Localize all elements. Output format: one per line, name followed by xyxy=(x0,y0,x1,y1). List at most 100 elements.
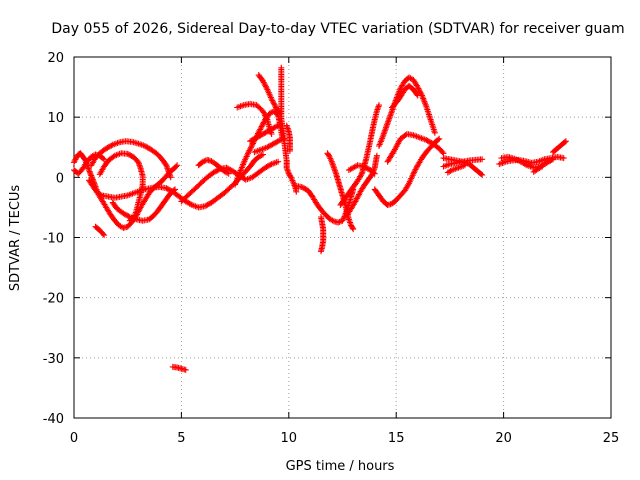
data-point xyxy=(425,138,432,145)
x-tick-label: 10 xyxy=(281,431,298,446)
data-point xyxy=(97,191,104,198)
data-point xyxy=(248,137,255,144)
data-point xyxy=(252,135,259,142)
data-point xyxy=(275,137,282,144)
data-point xyxy=(478,171,484,177)
data-point xyxy=(262,112,269,119)
data-point xyxy=(335,219,342,226)
y-axis-label: SDTVAR / TECUs xyxy=(8,185,23,292)
data-point xyxy=(340,216,347,223)
data-point xyxy=(355,192,362,199)
data-point xyxy=(414,92,421,99)
data-point xyxy=(248,143,255,150)
data-point xyxy=(245,150,251,157)
data-point xyxy=(415,85,422,92)
data-point xyxy=(123,211,129,218)
data-point xyxy=(431,129,438,136)
data-point xyxy=(143,143,150,150)
data-point xyxy=(439,149,446,156)
data-point xyxy=(325,152,332,159)
data-point xyxy=(266,162,272,169)
data-point xyxy=(273,139,280,146)
data-point xyxy=(202,203,208,210)
data-point xyxy=(435,136,442,143)
data-point xyxy=(416,86,423,93)
data-point xyxy=(86,167,92,174)
data-point xyxy=(266,142,273,149)
data-point xyxy=(352,198,359,205)
data-point xyxy=(353,197,360,203)
data-point xyxy=(260,131,266,137)
data-point xyxy=(88,173,95,180)
data-point xyxy=(275,158,282,165)
data-point xyxy=(205,201,212,207)
data-point xyxy=(539,163,546,170)
data-point xyxy=(411,169,418,176)
data-point xyxy=(121,211,128,218)
data-point xyxy=(260,151,266,158)
data-point xyxy=(253,134,260,141)
data-point xyxy=(270,100,277,107)
data-point xyxy=(100,230,106,237)
data-point xyxy=(461,162,468,169)
data-point xyxy=(124,150,131,157)
data-point xyxy=(410,170,417,177)
y-tick-label: 20 xyxy=(47,51,64,66)
gridlines xyxy=(74,57,611,418)
data-point xyxy=(101,156,108,163)
data-point xyxy=(447,167,454,174)
data-point xyxy=(257,126,264,133)
data-point xyxy=(267,161,274,168)
data-point xyxy=(376,102,382,109)
data-point xyxy=(265,128,272,135)
data-point xyxy=(257,125,264,131)
data-point xyxy=(350,226,357,233)
data-point xyxy=(364,165,371,172)
data-point xyxy=(211,168,218,175)
data-point xyxy=(245,148,252,155)
data-point xyxy=(349,224,356,231)
data-point xyxy=(258,123,265,130)
x-tick-label: 25 xyxy=(603,431,620,446)
data-point xyxy=(271,101,278,108)
y-tick-label: -10 xyxy=(43,232,64,247)
data-point xyxy=(370,169,377,176)
data-point xyxy=(167,174,174,181)
data-point xyxy=(427,139,434,146)
data-point xyxy=(261,80,268,87)
data-point xyxy=(261,111,268,117)
data-point xyxy=(262,113,269,120)
data-point xyxy=(436,135,443,142)
data-point xyxy=(293,188,300,195)
data-point xyxy=(265,143,272,150)
data-point xyxy=(270,125,277,132)
data-point xyxy=(174,162,181,169)
data-point xyxy=(227,166,234,173)
y-tick-label: 10 xyxy=(47,111,64,126)
tick-labels: 0 5 10 15 20 25 20 10 0 -10 -20 -30 -40 xyxy=(43,51,620,446)
data-point xyxy=(258,152,265,159)
x-tick-label: 15 xyxy=(388,431,405,446)
data-point xyxy=(173,163,179,170)
data-point xyxy=(105,144,112,150)
data-point xyxy=(162,161,169,168)
data-point xyxy=(562,138,569,145)
data-point xyxy=(71,157,78,164)
data-point xyxy=(479,171,486,178)
data-point xyxy=(210,169,217,176)
data-point xyxy=(329,217,336,224)
data-point xyxy=(286,147,293,154)
data-point xyxy=(561,139,568,146)
y-tick-label: -20 xyxy=(43,292,64,307)
data-point xyxy=(262,83,269,90)
data-point xyxy=(170,187,177,194)
data-point xyxy=(560,155,567,162)
data-point xyxy=(548,157,555,163)
data-point xyxy=(172,186,178,193)
data-point xyxy=(262,82,269,89)
tick-marks xyxy=(73,56,612,419)
data-point xyxy=(547,157,554,164)
data-point xyxy=(550,156,556,163)
data-point xyxy=(182,366,189,373)
